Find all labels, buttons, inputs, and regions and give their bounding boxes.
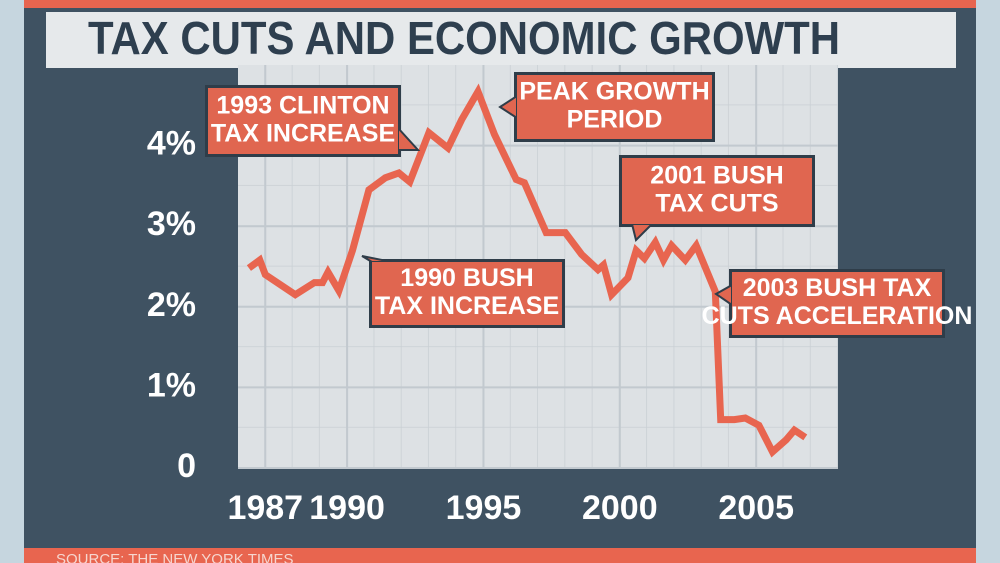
x-tick-label: 1990 (309, 489, 385, 527)
x-tick-label: 1987 (227, 489, 303, 527)
y-tick-label: 2% (147, 286, 196, 324)
annotation-text: 1993 CLINTON (216, 92, 389, 120)
x-tick-label: 2005 (718, 489, 794, 527)
x-tick-label: 2000 (582, 489, 658, 527)
annotation-text: PEAK GROWTH (519, 78, 709, 106)
bottom-band (24, 548, 976, 563)
annotation-box (517, 75, 712, 139)
annotation-text: 2003 BUSH TAX (743, 274, 932, 302)
annotation-text: TAX CUTS (655, 190, 778, 218)
right-strip (976, 0, 1000, 563)
annotation-text: 1990 BUSH (400, 264, 533, 292)
annotation-text: 2001 BUSH (650, 162, 783, 190)
annotation-text: PERIOD (567, 106, 663, 134)
y-tick-label: 0 (177, 447, 196, 485)
annotation-text: TAX INCREASE (211, 120, 395, 148)
data-line (246, 83, 808, 458)
annotation-box (622, 158, 812, 224)
x-tick-label: 1995 (446, 489, 522, 527)
left-strip (0, 0, 24, 563)
source-note: SOURCE: THE NEW YORK TIMES (56, 551, 294, 563)
annotation-box (208, 88, 398, 154)
title-bar (46, 12, 956, 68)
y-tick-label: 1% (147, 366, 196, 404)
y-tick-label: 4% (147, 125, 196, 163)
annotation-box (372, 262, 562, 325)
chart-title: TAX CUTS AND ECONOMIC GROWTH (88, 12, 840, 64)
annotation-box (732, 272, 942, 335)
y-tick-label: 3% (147, 205, 196, 243)
annotation-text: TAX INCREASE (375, 292, 559, 320)
top-band (24, 0, 976, 8)
annotation-text: CUTS ACCELERATION (702, 302, 973, 330)
